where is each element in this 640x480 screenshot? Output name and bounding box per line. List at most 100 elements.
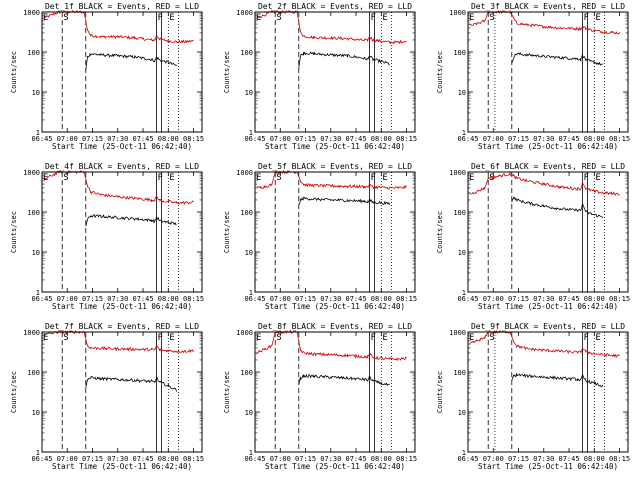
series-line-lld bbox=[256, 329, 407, 362]
y-tick-label: 10 bbox=[245, 89, 253, 97]
x-tick-label: 07:15 bbox=[508, 295, 529, 303]
event-marker-label: F bbox=[371, 173, 376, 183]
x-tick-label: 07:00 bbox=[270, 455, 291, 463]
y-tick-label: 10 bbox=[458, 249, 466, 257]
series-line-lld bbox=[469, 329, 620, 359]
event-marker-label: E bbox=[169, 333, 174, 343]
y-tick-label: 1000 bbox=[449, 329, 466, 337]
x-tick-label: 07:45 bbox=[346, 295, 367, 303]
series-line-lld bbox=[256, 9, 407, 45]
y-tick-label: 1 bbox=[249, 449, 253, 457]
event-marker-label: F bbox=[584, 13, 589, 23]
y-tick-label: 1 bbox=[249, 129, 253, 137]
x-tick-label: 08:15 bbox=[183, 295, 204, 303]
x-tick-label: 07:00 bbox=[270, 295, 291, 303]
plot-frame bbox=[41, 171, 203, 293]
x-tick-label: 07:15 bbox=[82, 295, 103, 303]
event-marker-label: F bbox=[158, 13, 163, 23]
y-axis-label: Counts/sec bbox=[10, 371, 18, 413]
x-tick-label: 07:00 bbox=[483, 295, 504, 303]
y-tick-label: 1000 bbox=[449, 9, 466, 17]
y-axis-label: Counts/sec bbox=[436, 51, 444, 93]
x-axis-label: Start Time (25-Oct-11 06:42:40) bbox=[265, 302, 405, 311]
event-marker-label: E bbox=[43, 173, 48, 183]
x-tick-label: 08:15 bbox=[396, 135, 417, 143]
plot-frame bbox=[467, 171, 629, 293]
x-tick-label: 07:15 bbox=[295, 135, 316, 143]
y-tick-label: 10 bbox=[32, 409, 40, 417]
x-tick-label: 08:00 bbox=[584, 135, 605, 143]
y-tick-label: 1 bbox=[462, 289, 466, 297]
x-tick-label: 07:00 bbox=[57, 135, 78, 143]
y-tick-label: 1000 bbox=[449, 169, 466, 177]
x-tick-label: 08:00 bbox=[584, 455, 605, 463]
y-tick-label: 10 bbox=[245, 249, 253, 257]
series-line-events bbox=[85, 375, 178, 392]
y-tick-label: 1000 bbox=[236, 9, 253, 17]
x-tick-label: 08:15 bbox=[396, 295, 417, 303]
x-tick-label: 07:15 bbox=[295, 295, 316, 303]
x-tick-label: 07:30 bbox=[533, 295, 554, 303]
y-tick-label: 100 bbox=[240, 49, 253, 57]
x-tick-label: 07:00 bbox=[270, 135, 291, 143]
x-axis-label: Start Time (25-Oct-11 06:42:40) bbox=[52, 462, 192, 471]
event-marker-label: E bbox=[169, 173, 174, 183]
x-axis-label: Start Time (25-Oct-11 06:42:40) bbox=[52, 142, 192, 151]
x-tick-label: 06:45 bbox=[244, 455, 265, 463]
event-marker-label: S bbox=[63, 13, 68, 23]
event-marker-label: S bbox=[63, 173, 68, 183]
x-axis-label: Start Time (25-Oct-11 06:42:40) bbox=[265, 142, 405, 151]
x-axis-label: Start Time (25-Oct-11 06:42:40) bbox=[478, 462, 618, 471]
event-marker-label: E bbox=[469, 333, 474, 343]
event-marker-label: F bbox=[371, 13, 376, 23]
event-marker-label: E bbox=[469, 173, 474, 183]
x-tick-label: 07:45 bbox=[133, 295, 154, 303]
x-tick-label: 07:00 bbox=[57, 455, 78, 463]
y-tick-label: 1 bbox=[462, 129, 466, 137]
y-tick-label: 100 bbox=[27, 209, 40, 217]
y-tick-label: 100 bbox=[240, 209, 253, 217]
x-tick-label: 08:15 bbox=[183, 135, 204, 143]
x-tick-label: 06:45 bbox=[244, 295, 265, 303]
plot-frame bbox=[467, 11, 629, 133]
series-line-events bbox=[298, 373, 390, 387]
x-tick-label: 08:00 bbox=[584, 295, 605, 303]
y-axis-label: Counts/sec bbox=[436, 211, 444, 253]
series-line-events bbox=[511, 196, 604, 219]
event-marker-label: E bbox=[256, 13, 261, 23]
y-tick-label: 1 bbox=[36, 289, 40, 297]
event-marker-label: E bbox=[595, 333, 600, 343]
event-marker-label: E bbox=[595, 173, 600, 183]
y-tick-label: 10 bbox=[458, 89, 466, 97]
event-marker-label: E bbox=[43, 333, 48, 343]
x-tick-label: 07:45 bbox=[559, 135, 580, 143]
plot-frame bbox=[254, 331, 416, 453]
x-tick-label: 06:45 bbox=[31, 455, 52, 463]
x-tick-label: 07:15 bbox=[295, 455, 316, 463]
y-tick-label: 10 bbox=[458, 409, 466, 417]
y-tick-label: 10 bbox=[32, 89, 40, 97]
event-marker-label: S bbox=[276, 333, 281, 343]
x-tick-label: 07:45 bbox=[346, 455, 367, 463]
x-tick-label: 07:00 bbox=[483, 135, 504, 143]
event-marker-label: E bbox=[43, 13, 48, 23]
y-tick-label: 100 bbox=[27, 369, 40, 377]
event-marker-label: F bbox=[584, 333, 589, 343]
y-tick-label: 100 bbox=[453, 49, 466, 57]
x-tick-label: 07:30 bbox=[107, 295, 128, 303]
y-axis-label: Counts/sec bbox=[436, 371, 444, 413]
x-tick-label: 07:30 bbox=[320, 455, 341, 463]
plot-frame bbox=[41, 331, 203, 453]
x-tick-label: 08:15 bbox=[609, 455, 630, 463]
x-tick-label: 07:45 bbox=[346, 135, 367, 143]
x-tick-label: 08:15 bbox=[396, 455, 417, 463]
event-marker-label: F bbox=[158, 333, 163, 343]
x-axis-label: Start Time (25-Oct-11 06:42:40) bbox=[52, 302, 192, 311]
x-tick-label: 07:15 bbox=[508, 455, 529, 463]
x-tick-label: 07:15 bbox=[508, 135, 529, 143]
x-tick-label: 06:45 bbox=[457, 135, 478, 143]
